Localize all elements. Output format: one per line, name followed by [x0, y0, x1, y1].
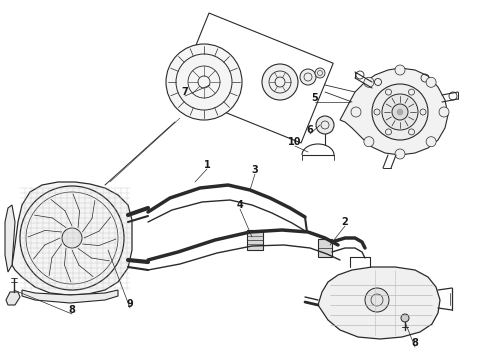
Circle shape: [401, 314, 409, 322]
Text: 6: 6: [307, 125, 314, 135]
Polygon shape: [6, 292, 20, 305]
Circle shape: [364, 77, 374, 87]
Circle shape: [439, 107, 449, 117]
Circle shape: [365, 288, 389, 312]
Circle shape: [395, 65, 405, 75]
Polygon shape: [340, 68, 448, 155]
Circle shape: [372, 84, 428, 140]
Polygon shape: [22, 290, 118, 303]
Text: 5: 5: [312, 93, 318, 103]
Circle shape: [166, 44, 242, 120]
Text: 1: 1: [204, 160, 210, 170]
Circle shape: [426, 137, 436, 147]
Polygon shape: [247, 230, 263, 250]
Circle shape: [392, 104, 408, 120]
Circle shape: [395, 149, 405, 159]
Polygon shape: [5, 205, 15, 272]
Text: 3: 3: [252, 165, 258, 175]
Circle shape: [397, 109, 403, 115]
Text: 9: 9: [126, 299, 133, 309]
Circle shape: [426, 77, 436, 87]
Circle shape: [300, 69, 316, 85]
Text: 10: 10: [288, 137, 302, 147]
Polygon shape: [318, 239, 332, 257]
Circle shape: [316, 116, 334, 134]
Polygon shape: [318, 267, 440, 339]
Text: 7: 7: [182, 87, 188, 97]
Circle shape: [315, 68, 325, 78]
Circle shape: [382, 94, 418, 130]
Circle shape: [351, 107, 361, 117]
Text: 8: 8: [412, 338, 418, 348]
Polygon shape: [177, 13, 333, 143]
Circle shape: [262, 64, 298, 100]
Text: 2: 2: [342, 217, 348, 227]
Text: 8: 8: [69, 305, 75, 315]
Polygon shape: [12, 182, 132, 295]
Text: 4: 4: [237, 200, 244, 210]
Circle shape: [364, 137, 374, 147]
Circle shape: [62, 228, 82, 248]
